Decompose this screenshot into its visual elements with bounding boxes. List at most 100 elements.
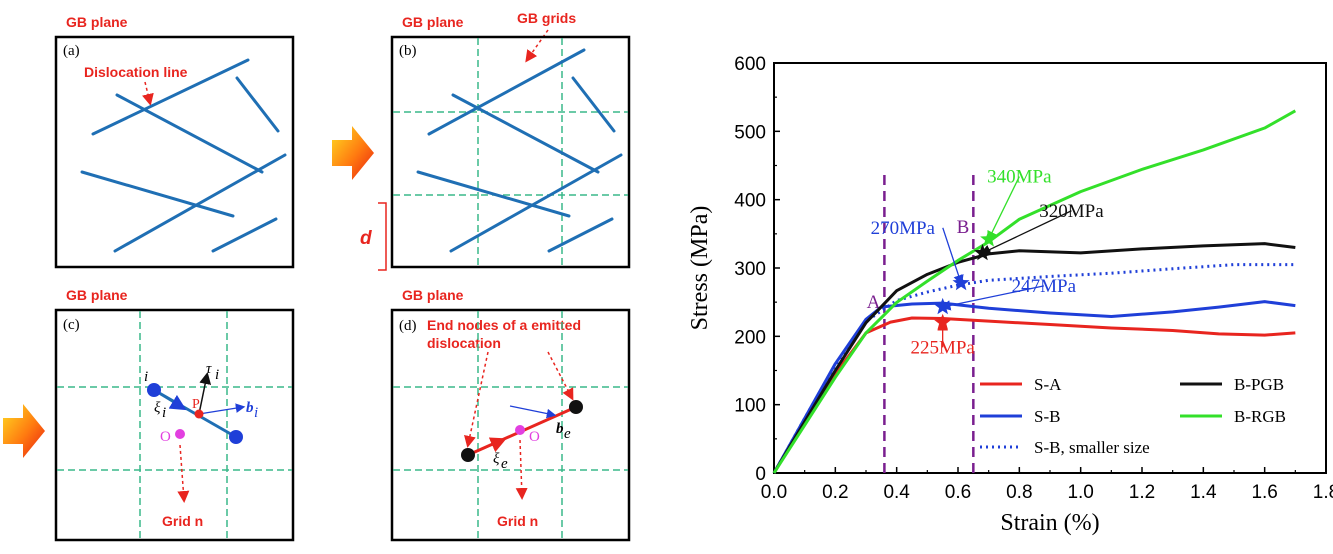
panel-b: GB plane GB grids (b) d [360,10,631,271]
point-p [194,409,204,419]
gb-grids-note: GB grids [517,10,576,26]
panel-b-frame [390,35,631,269]
node-i [147,383,161,397]
marker-label: 270MPa [871,218,936,239]
y-tick-label: 300 [734,259,766,280]
label-b-sub: i [254,405,258,421]
panel-d: GB plane (d) End nodes of a emitted disl… [390,287,631,542]
dislocation-line-note: Dislocation line [84,64,188,80]
star-marker [980,230,998,247]
label-b-e-sub: e [564,426,571,442]
flow-arrow-left [3,404,45,458]
grid-lines-d [393,311,628,539]
stress-strain-chart: 0.0 0.2 0.4 0.6 0.8 1.0 1.2 1.4 1.6 1.8 0 100 200 300… [687,54,1333,536]
marker-label: 225MPa [910,337,975,358]
end-note-arrow-2 [547,351,574,401]
label-tau: τ [206,361,212,377]
grid-n-label-c: Grid n [162,513,203,529]
xi-e-arrow [477,437,507,453]
panel-d-header: GB plane [402,287,464,303]
y-tick-label: 100 [734,396,766,417]
b-e-arrow [509,405,557,419]
end-nodes-note-line1: End nodes of a emitted [427,317,581,333]
marker-label: 320MPa [1039,201,1104,222]
marker-arrow [940,285,1044,311]
vline-label-B: B [957,217,970,238]
x-tick-label: 1.6 [1251,482,1277,503]
panel-c-header: GB plane [66,287,128,303]
dislocation-lines-b [416,48,623,253]
panel-a-frame [54,35,295,269]
reference-lines: AB [867,169,975,473]
label-p: P [192,397,200,412]
legend-label: B-PGB [1234,375,1284,394]
star-marker [952,274,970,291]
legend: S-A S-B S-B, smaller size B-PGB B-RGB [980,375,1286,457]
series-s-b [772,300,1296,474]
d-label: d [360,228,372,249]
y-tick-label: 500 [734,122,766,143]
dislocation-lines [80,58,287,253]
x-axis-title: Strain (%) [1000,510,1099,536]
panel-d-frame [390,308,631,542]
star-marker [934,297,952,315]
tau-arrow [198,372,212,415]
legend-label: S-A [1034,375,1062,394]
legend-label: B-RGB [1234,407,1286,426]
label-b: b [246,400,254,416]
end-node-1 [461,448,475,462]
panel-a-header: GB plane [66,14,128,30]
axis-ticks: 0.0 0.2 0.4 0.6 0.8 1.0 1.2 1.4 1.6 1.8 0 100 200 300… [734,54,1333,503]
grid-n-label-d: Grid n [497,513,538,529]
x-tick-label: 0.0 [761,482,787,503]
label-xi-e: ξ [493,451,500,467]
flow-arrow-right [332,126,374,180]
x-tick-label: 0.8 [1006,482,1032,503]
x-tick-label: 1.8 [1313,482,1333,503]
gb-grid-lines [393,38,628,266]
panel-d-label: (d) [399,318,417,334]
panel-c-label: (c) [63,317,80,333]
marker-label: 247MPa [1012,276,1077,297]
note-arrow [142,81,154,106]
y-tick-label: 200 [734,327,766,348]
label-i: i [144,369,148,385]
vline-label-A: A [867,292,881,313]
y-tick-label: 600 [734,54,766,75]
star-marker [934,313,952,330]
label-o-d: O [529,429,540,445]
markers: 225MPa 247MPa 270MPa 320MPa 340MPa [871,167,1105,359]
label-o: O [160,429,171,445]
grid-n-arrow-c [177,444,190,503]
x-tick-label: 0.4 [883,482,910,503]
grid-n-arrow-d [515,439,528,500]
star-marker [974,244,992,261]
b-arrow [198,403,246,415]
node-j [229,430,243,444]
panel-c: GB plane (c) i τ i ξ i P O b i Grid n [54,287,295,542]
panel-c-frame [54,308,295,542]
x-tick-label: 0.6 [945,482,971,503]
y-axis-title: Stress (MPa) [687,206,713,331]
x-tick-label: 1.0 [1067,482,1093,503]
x-tick-label: 1.2 [1129,482,1155,503]
panel-a-label: (a) [63,43,80,59]
x-tick-label: 0.2 [822,482,848,503]
label-xi-sub: i [162,405,166,421]
marker-arrow [980,210,1072,255]
x-tick-label: 1.4 [1190,482,1217,503]
end-nodes-note-line2: dislocation [427,335,501,351]
panel-a: GB plane (a) Dislocation line [54,14,295,269]
y-tick-label: 400 [734,191,766,212]
point-o-d [515,425,525,435]
xi-arrow [159,393,187,411]
end-note-arrow-1 [464,351,489,448]
grid-lines-c [57,311,292,539]
marker-arrow [942,227,964,286]
legend-label: S-B [1034,407,1060,426]
point-o [175,429,185,439]
series-b-rgb [772,109,1297,474]
d-bracket [378,202,387,271]
label-xi-e-sub: e [501,456,508,472]
